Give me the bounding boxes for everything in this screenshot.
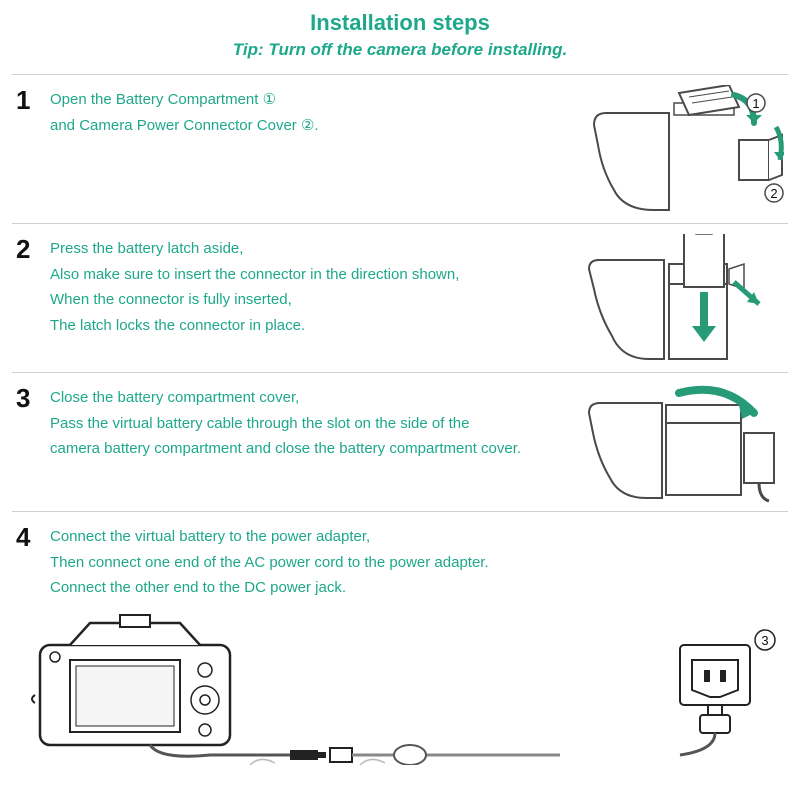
step-2: 2 Press the battery latch aside, Also ma… bbox=[0, 224, 800, 372]
step-line: Also make sure to insert the connector i… bbox=[50, 262, 574, 288]
step-number: 1 bbox=[16, 85, 50, 113]
step-number: 4 bbox=[16, 522, 50, 550]
step-line: When the connector is fully inserted, bbox=[50, 287, 574, 313]
page-title: Installation steps bbox=[0, 10, 800, 36]
step-line: Close the battery compartment cover, bbox=[50, 385, 574, 411]
step-line: Connect the other end to the DC power ja… bbox=[50, 575, 784, 601]
svg-text:2: 2 bbox=[770, 186, 777, 201]
page-tip: Tip: Turn off the camera before installi… bbox=[0, 40, 800, 60]
step-1-diagram: 1 2 bbox=[584, 85, 784, 215]
step-line: Press the battery latch aside, bbox=[50, 236, 574, 262]
step-text: Open the Battery Compartment ① and Camer… bbox=[50, 85, 574, 138]
step-text: Connect the virtual battery to the power… bbox=[50, 522, 784, 601]
step-3: 3 Close the battery compartment cover, P… bbox=[0, 373, 800, 511]
step-4: 4 Connect the virtual battery to the pow… bbox=[0, 512, 800, 601]
step-line: Connect the virtual battery to the power… bbox=[50, 524, 784, 550]
step-text: Press the battery latch aside, Also make… bbox=[50, 234, 574, 338]
step-line: and Camera Power Connector Cover ②. bbox=[50, 113, 574, 139]
step-number: 3 bbox=[16, 383, 50, 411]
step-line: camera battery compartment and close the… bbox=[50, 436, 574, 462]
svg-text:1: 1 bbox=[752, 96, 759, 111]
page-container: Installation steps Tip: Turn off the cam… bbox=[0, 10, 800, 810]
step-line: Pass the virtual battery cable through t… bbox=[50, 411, 574, 437]
step-number: 2 bbox=[16, 234, 50, 262]
step-1: 1 Open the Battery Compartment ① and Cam… bbox=[0, 75, 800, 223]
step-4-diagram: 3 bbox=[0, 605, 800, 765]
step-line: Open the Battery Compartment ① bbox=[50, 87, 574, 113]
step-line: Then connect one end of the AC power cor… bbox=[50, 550, 784, 576]
step-3-diagram bbox=[584, 383, 784, 503]
step-text: Close the battery compartment cover, Pas… bbox=[50, 383, 574, 462]
svg-text:3: 3 bbox=[761, 633, 768, 648]
step-line: The latch locks the connector in place. bbox=[50, 313, 574, 339]
step-2-diagram bbox=[584, 234, 784, 364]
